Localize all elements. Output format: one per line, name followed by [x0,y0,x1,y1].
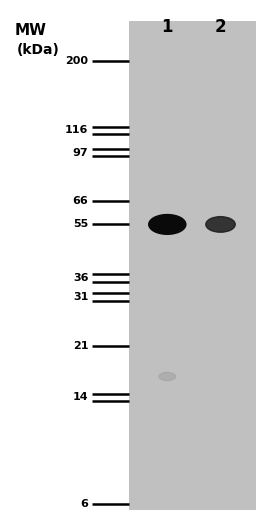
Text: 97: 97 [73,148,88,158]
Ellipse shape [159,372,176,381]
Text: 116: 116 [65,125,88,135]
Text: MW: MW [15,23,47,38]
Text: (kDa): (kDa) [17,43,60,57]
Text: 14: 14 [73,392,88,402]
Text: 66: 66 [72,197,88,206]
Text: 31: 31 [73,292,88,302]
Ellipse shape [206,217,235,232]
Text: 6: 6 [80,499,88,510]
Text: 21: 21 [73,341,88,351]
Text: 2: 2 [215,18,226,36]
Ellipse shape [149,215,186,235]
Text: 1: 1 [162,18,173,36]
Text: 55: 55 [73,219,88,229]
Bar [129,21,256,510]
Text: 36: 36 [73,273,88,283]
Text: 200: 200 [65,56,88,67]
